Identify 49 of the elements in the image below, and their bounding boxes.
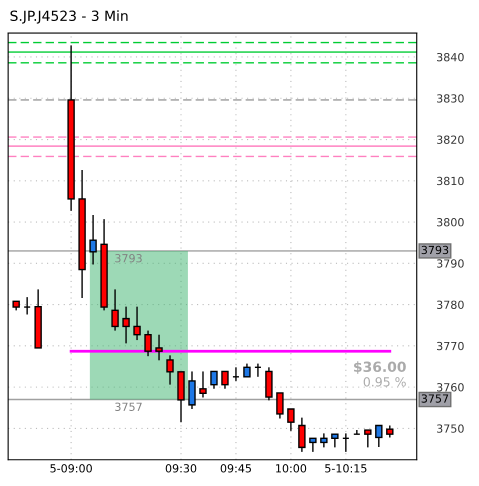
y-tick-label: 3790 <box>437 259 464 268</box>
candlestick <box>232 366 240 382</box>
y-tick-label: 3830 <box>437 94 464 103</box>
candlestick <box>353 429 361 435</box>
candlestick <box>364 429 372 448</box>
candlestick <box>298 416 306 453</box>
candlestick <box>144 330 152 357</box>
candlestick <box>287 408 295 432</box>
y-tick-label: 3800 <box>437 218 464 226</box>
x-tick-label: 09:30 <box>166 464 196 473</box>
candlestick <box>12 300 20 312</box>
candlestick <box>221 370 229 390</box>
candlestick <box>155 334 163 361</box>
candlestick <box>199 370 207 398</box>
text: 3757 <box>422 394 448 403</box>
candlestick <box>276 392 284 420</box>
candlestick <box>188 370 196 410</box>
candlestick <box>309 438 317 453</box>
y-tick-label: 3770 <box>437 342 464 350</box>
ref-line-label: 3793 <box>115 254 142 262</box>
candlestick <box>166 354 174 386</box>
candlestick <box>210 370 218 390</box>
candlestick <box>111 288 119 332</box>
ref-line-label: 3757 <box>115 402 142 411</box>
candlestick <box>254 362 262 378</box>
x-tick-label: 09:45 <box>220 464 251 473</box>
candlestick <box>243 362 251 378</box>
candlestick <box>133 306 141 341</box>
y-tick-label: 3840 <box>437 52 464 62</box>
candlestick <box>386 424 394 438</box>
y-tick-label: 3820 <box>437 135 464 144</box>
chart-title: S.JP.J4523 - 3 Min <box>10 10 128 24</box>
y-tick-label: 3810 <box>437 176 464 186</box>
candlestick <box>375 424 383 448</box>
candlestick <box>89 214 97 266</box>
candlestick <box>23 296 31 316</box>
candlestick <box>342 432 350 453</box>
text: 3793 <box>422 246 448 254</box>
candlestick <box>331 433 339 448</box>
x-tick-label: 10:00 <box>276 464 306 473</box>
annotation: 0.95 % <box>364 377 406 387</box>
annotation: $36.00 <box>354 361 406 374</box>
x-tick-label: 5-09:00 <box>50 464 92 473</box>
candlestick <box>122 306 130 344</box>
y-tick-label: 3760 <box>437 383 464 392</box>
x-tick-label: 5-10:15 <box>325 464 366 473</box>
candlestick <box>320 432 328 448</box>
y-tick-label: 3750 <box>437 424 464 433</box>
y-tick-label: 3780 <box>437 300 464 309</box>
